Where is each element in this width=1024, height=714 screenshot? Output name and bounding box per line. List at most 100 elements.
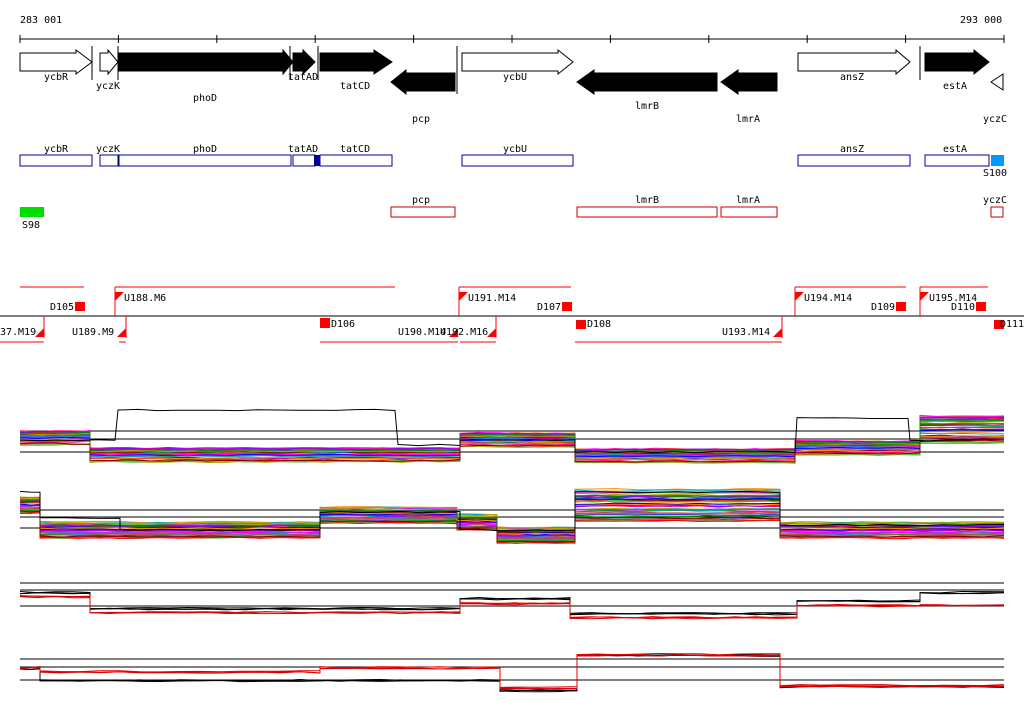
segment-label-U195: U195.M14 (929, 293, 977, 304)
coord-end: 293 000 (960, 15, 1002, 26)
gene-label-ansZ: ansZ (840, 72, 864, 83)
rbox-label-yczC: yczC (983, 195, 1007, 206)
segment-label-U191: U191.M14 (468, 293, 516, 304)
segment-label-U193: U193.M14 (722, 327, 770, 338)
marker-s98[interactable] (20, 207, 44, 217)
box-ansZ[interactable] (797, 154, 911, 167)
segment-label-D105: D105 (50, 302, 74, 313)
box-tatCD[interactable] (319, 154, 393, 167)
segment-flag-D106[interactable] (320, 318, 330, 328)
gene-label-yczC: yczC (983, 114, 1007, 125)
box-ycbR[interactable] (19, 154, 93, 167)
gene-arrow-lmrA[interactable] (720, 69, 778, 95)
summary-rev-red-trace (19, 654, 1005, 690)
forward-sample-trace (19, 442, 1005, 464)
segment-flag-D111[interactable] (994, 320, 1004, 329)
marker-s98-label: S98 (22, 220, 40, 231)
gene-label-estA: estA (943, 81, 967, 92)
segment-label-D111: D111 (1000, 319, 1024, 330)
expression-plot-forward (19, 408, 1005, 464)
gene-arrow-ycbR[interactable] (19, 49, 93, 75)
gene-arrow-tatAD[interactable] (292, 48, 316, 76)
forward-outlier-trace (19, 408, 1005, 454)
forward-sample-trace (19, 435, 1005, 461)
box-label-ycbR: ycbR (44, 144, 69, 155)
coord-start: 283 001 (20, 15, 62, 26)
segment-flag-D107[interactable] (562, 302, 572, 311)
segment-flag-U191[interactable] (459, 292, 468, 301)
coordinate-ruler: 283 001 293 000 (19, 15, 1005, 43)
reverse-sample-trace (19, 490, 1004, 530)
box-label-tatAD: tatAD (288, 144, 318, 155)
summary-fwd-black-trace (19, 592, 1005, 616)
rbox-pcp[interactable] (390, 206, 456, 218)
gene-arrow-tatCD[interactable] (319, 49, 393, 75)
box-yczK[interactable] (99, 154, 119, 167)
forward-sample-trace (19, 420, 1005, 454)
segment-flag-U189[interactable] (117, 328, 126, 337)
box-label-yczK: yczK (96, 144, 120, 155)
segment-flag-U193[interactable] (773, 328, 782, 337)
gene-label-ycbU: ycbU (503, 72, 527, 83)
gene-arrow-yczK[interactable] (99, 48, 119, 76)
gene-arrow-lmrB[interactable] (576, 69, 718, 95)
forward-box-track: ycbR yczK phoD tatAD tatCD ycbU ansZ est… (19, 144, 1007, 179)
box-tatAD[interactable] (292, 154, 316, 167)
gene-label-pcp: pcp (412, 114, 430, 125)
forward-sample-trace (19, 424, 1005, 455)
gene-label-lmrA: lmrA (736, 114, 760, 125)
segment-label-U194: U194.M14 (804, 293, 852, 304)
summary-plot-reverse (19, 652, 1005, 693)
gene-arrow-phoD[interactable] (118, 48, 294, 76)
rbox-yczC[interactable] (990, 206, 1004, 218)
gene-label-tatCD: tatCD (340, 81, 370, 92)
segment-label-U192: U192.M16 (440, 327, 488, 338)
rbox-label-lmrB: lmrB (635, 195, 659, 206)
gene-track: ycbR yczK phoD tatAD tatCD ycbU ansZ est… (19, 46, 1007, 125)
gene-arrow-yczC[interactable] (990, 73, 1004, 91)
segment-flag-D105[interactable] (75, 302, 85, 311)
gene-arrow-ycbU[interactable] (461, 48, 574, 76)
segment-flag-U190[interactable] (449, 328, 458, 337)
segment-label-D109: D109 (871, 302, 895, 313)
segment-flag-U188[interactable] (115, 292, 124, 301)
gene-label-tatAD: tatAD (288, 72, 318, 83)
gene-arrow-pcp[interactable] (390, 68, 456, 96)
gene-label-lmrB: lmrB (635, 101, 659, 112)
rbox-lmrB[interactable] (576, 206, 718, 218)
segment-flag-U192[interactable] (487, 328, 496, 337)
forward-sample-trace (19, 418, 1005, 453)
summary-fwd-black-trace (19, 591, 1005, 616)
segment-label-U189: U189.M9 (72, 327, 114, 338)
box-estA[interactable] (924, 154, 990, 167)
reverse-box-track: pcp lmrB lmrA yczC S98 (20, 195, 1007, 231)
gene-arrow-estA[interactable] (924, 48, 990, 76)
segment-label-D110: D110 (951, 302, 975, 313)
box-ycbU[interactable] (461, 154, 574, 167)
segment-flag-37[interactable] (35, 328, 44, 337)
box-phoD[interactable] (118, 154, 292, 167)
segment-flag-U194[interactable] (795, 292, 804, 301)
rbox-label-pcp: pcp (412, 195, 430, 206)
segment-label-U190: U190.M14 (398, 327, 446, 338)
segment-label-D108: D108 (587, 319, 611, 330)
box-label-ycbU: ycbU (503, 144, 527, 155)
segment-flag-D109[interactable] (896, 302, 906, 311)
segment-label-U188: U188.M6 (124, 293, 166, 304)
segment-flag-D110[interactable] (976, 302, 986, 311)
segment-flag-U195[interactable] (920, 292, 929, 301)
summary-fwd-red-trace (19, 595, 1005, 619)
expression-plot-reverse (19, 488, 1005, 545)
gene-arrow-ansZ[interactable] (797, 48, 911, 76)
marker-s100[interactable] (991, 155, 1004, 166)
box-label-ansZ: ansZ (840, 144, 864, 155)
gene-label-phoD: phoD (193, 93, 217, 104)
reverse-sample-trace (19, 510, 1005, 543)
box-label-phoD: phoD (193, 144, 217, 155)
box-label-tatCD: tatCD (340, 144, 370, 155)
reverse-outlier-trace (19, 490, 1004, 532)
segment-flag-D108[interactable] (576, 320, 586, 329)
rbox-lmrA[interactable] (720, 206, 778, 218)
segment-track: D105 U188.M6 U191.M14 D107 U194.M14 D109… (0, 286, 1024, 343)
